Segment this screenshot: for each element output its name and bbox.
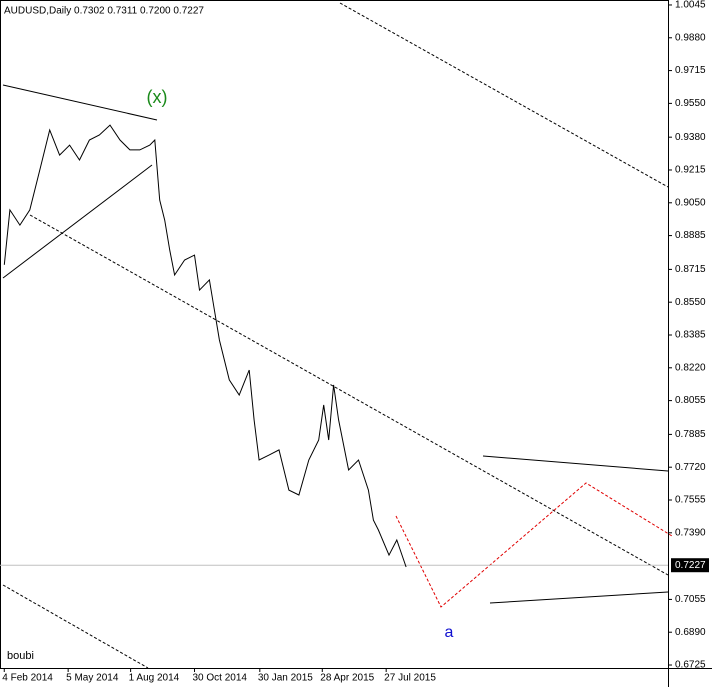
author-label: boubi: [7, 650, 34, 662]
x-tick-label: 1 Aug 2014: [129, 673, 180, 684]
price-line: [3, 124, 407, 568]
current-price-label: 0.7227: [675, 560, 706, 571]
y-tick-label: 0.9880: [675, 32, 706, 43]
channel-line: [2, 584, 149, 669]
y-tick-label: 0.8715: [675, 264, 706, 275]
y-tick-label: 0.6725: [675, 660, 706, 671]
x-tick-label: 30 Jan 2015: [258, 673, 313, 684]
y-tick-label: 0.7885: [675, 429, 706, 440]
trend-line: [2, 84, 158, 121]
trend-line: [482, 455, 669, 472]
y-tick-label: 0.6890: [675, 627, 706, 638]
y-tick-label: 0.9715: [675, 65, 706, 76]
plot-frame: [0, 0, 669, 669]
wave-label: a: [445, 624, 454, 641]
wave-label: (x): [147, 87, 168, 107]
current-price-box: [671, 558, 709, 573]
y-tick-label: 0.7555: [675, 495, 706, 506]
y-tick-label: 0.8055: [675, 395, 706, 406]
y-tick-label: 0.8550: [675, 297, 706, 308]
chart-title: AUDUSD,Daily 0.7302 0.7311 0.7200 0.7227: [4, 6, 204, 17]
trend-line: [2, 164, 153, 279]
channel-line: [339, 2, 669, 188]
y-tick-label: 0.9050: [675, 197, 706, 208]
x-tick-label: 4 Feb 2014: [2, 673, 53, 684]
x-tick-label: 27 Jul 2015: [384, 673, 436, 684]
y-tick-label: 0.9380: [675, 132, 706, 143]
y-tick-label: 0.9215: [675, 165, 706, 176]
y-tick-label: 0.9550: [675, 98, 706, 109]
trend-lines: [2, 2, 673, 669]
projection-path: [395, 482, 673, 608]
x-tick-label: 30 Oct 2014: [193, 673, 248, 684]
y-tick-label: 0.8220: [675, 362, 706, 373]
y-tick-label: 0.8885: [675, 230, 706, 241]
y-tick-label: 0.7720: [675, 462, 706, 473]
y-tick-label: 0.8385: [675, 330, 706, 341]
x-tick-label: 5 May 2014: [66, 673, 119, 684]
trend-line: [489, 591, 669, 604]
y-tick-label: 0.7390: [675, 527, 706, 538]
channel-line: [29, 214, 669, 576]
x-tick-label: 28 Apr 2015: [320, 673, 374, 684]
y-tick-label: 1.0045: [675, 0, 706, 11]
y-tick-label: 0.7055: [675, 594, 706, 605]
